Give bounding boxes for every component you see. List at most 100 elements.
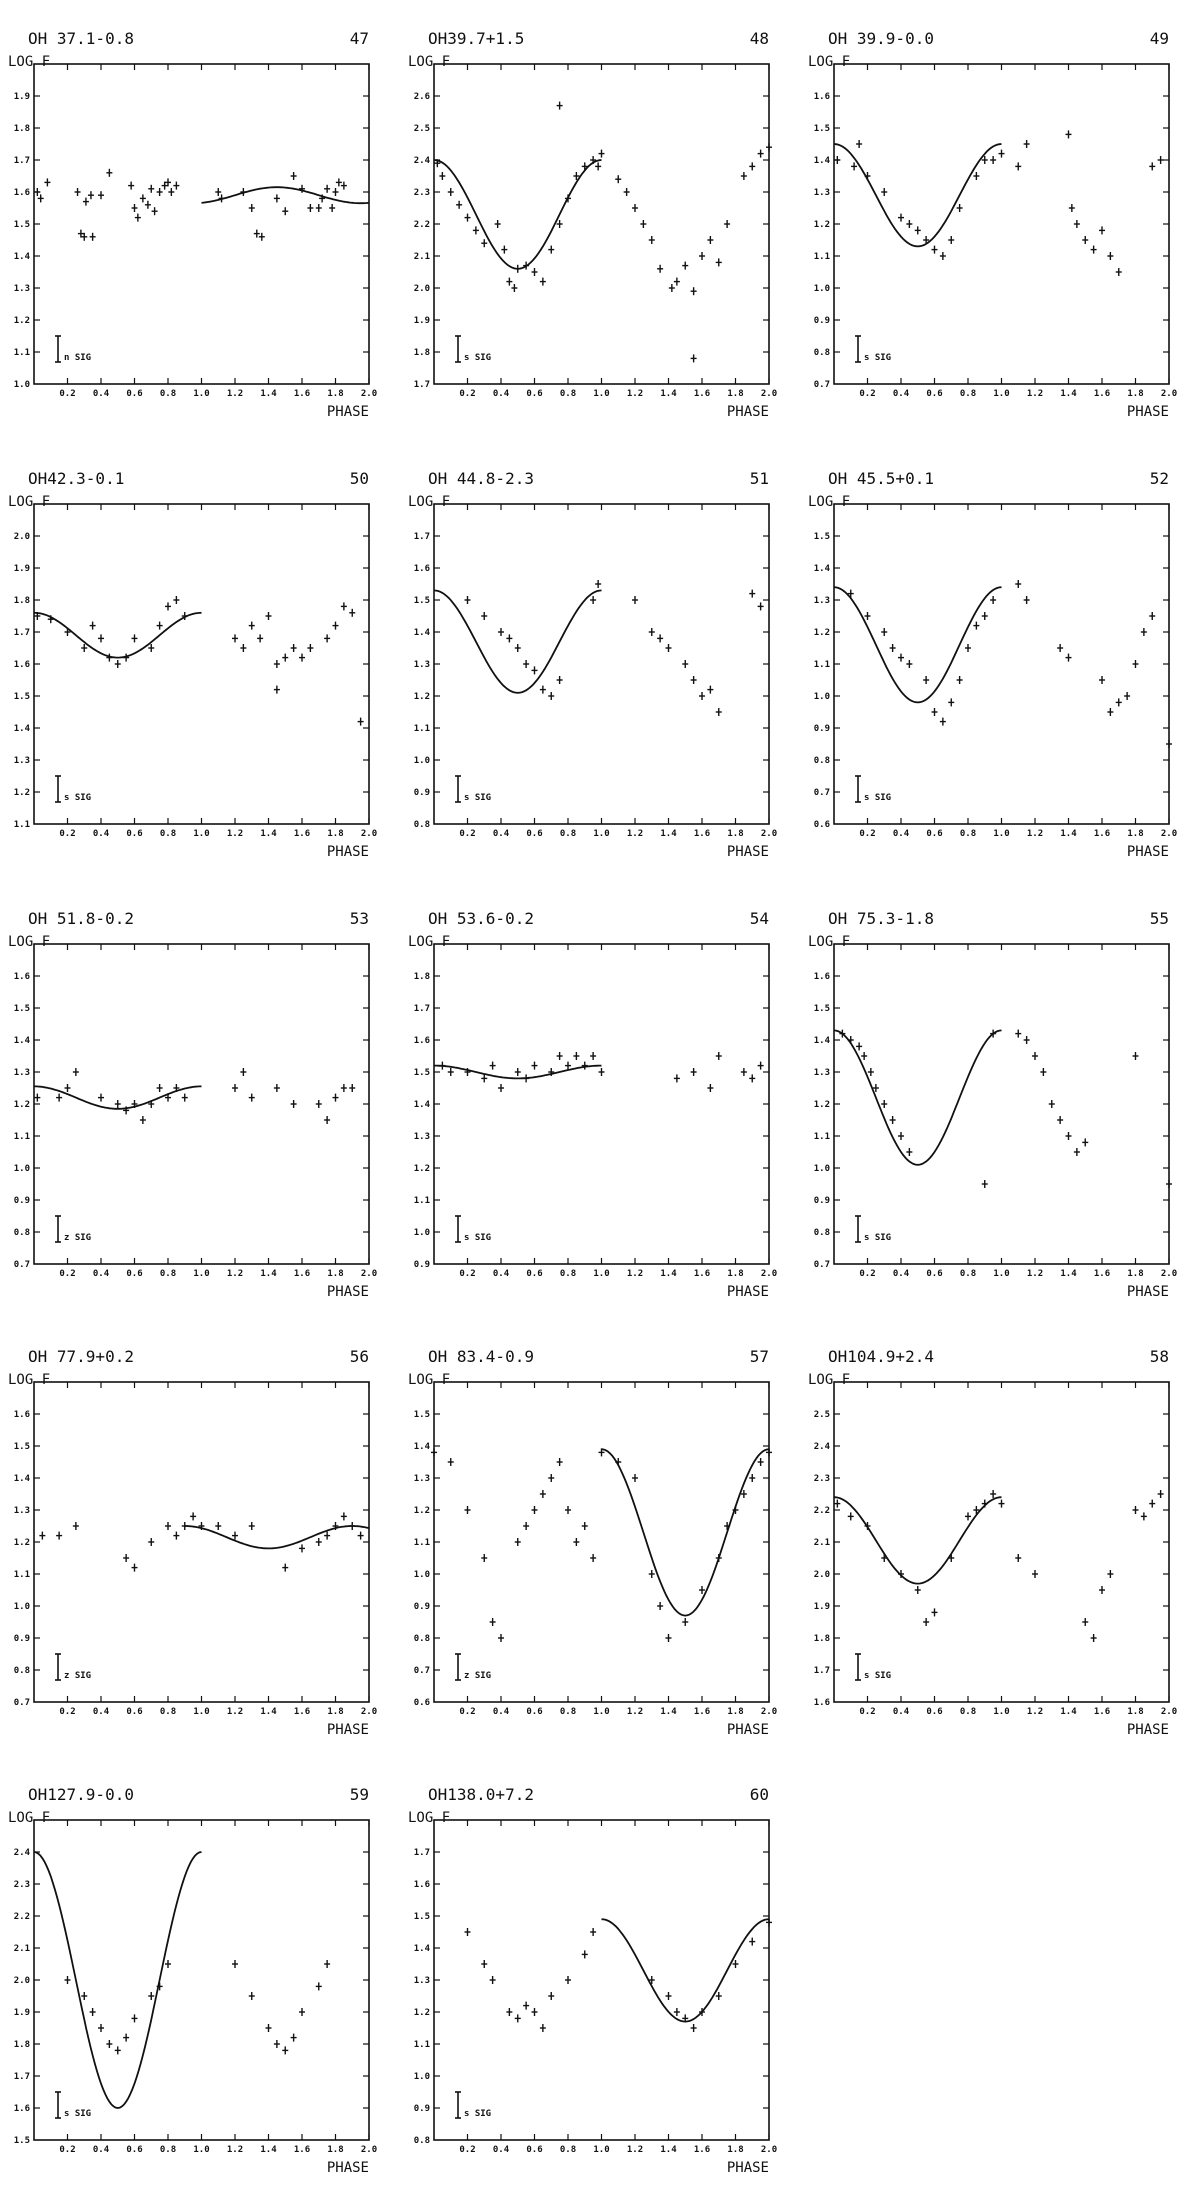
- y-axis-label: LOG F: [408, 1372, 450, 1388]
- data-point: [757, 1061, 764, 1070]
- x-tick-label: 1.6: [294, 2145, 310, 2155]
- x-tick-label: 1.2: [627, 829, 643, 839]
- data-point: [165, 602, 171, 611]
- y-tick-label: 1.2: [414, 692, 430, 702]
- data-point: [123, 653, 130, 662]
- data-point: [657, 264, 664, 273]
- data-point: [131, 2014, 138, 2023]
- data-point: [498, 1084, 504, 1092]
- y-tick-label: 1.1: [414, 1538, 430, 1548]
- x-axis-label: PHASE: [327, 2160, 369, 2176]
- x-axis-label: PHASE: [727, 404, 769, 420]
- data-point: [598, 1448, 605, 1457]
- x-tick-label: 1.8: [327, 1269, 343, 1279]
- y-tick-label: 1.2: [414, 2008, 430, 2018]
- x-tick-label: 0.2: [859, 389, 875, 399]
- x-tick-label: 0.4: [93, 1707, 110, 1717]
- data-point: [498, 628, 504, 636]
- data-point: [447, 1068, 454, 1076]
- y-axis-label: LOG F: [808, 934, 850, 950]
- x-tick-label: 1.8: [727, 1707, 743, 1717]
- data-point: [923, 236, 930, 244]
- x-tick-label: 2.0: [361, 1707, 377, 1717]
- data-point: [439, 1061, 446, 1070]
- x-axis-label: PHASE: [327, 404, 369, 420]
- x-tick-label: 0.6: [126, 1269, 142, 1279]
- data-point: [906, 660, 913, 668]
- fit-curve: [33, 1851, 202, 2109]
- data-point: [282, 653, 289, 662]
- y-tick-label: 1.1: [14, 348, 30, 358]
- data-point: [34, 1093, 41, 1102]
- data-point: [573, 172, 580, 180]
- data-point: [494, 220, 501, 228]
- y-tick-label: 1.2: [814, 1100, 830, 1110]
- data-point: [715, 708, 722, 716]
- x-tick-label: 0.2: [459, 1269, 475, 1279]
- panel-title: OH 75.3-1.8: [828, 909, 934, 928]
- data-point: [114, 1100, 121, 1108]
- y-tick-label: 1.1: [814, 660, 830, 670]
- y-tick-label: 2.0: [414, 284, 430, 294]
- y-axis-label: LOG F: [808, 1372, 850, 1388]
- data-point: [881, 188, 888, 196]
- y-tick-label: 1.3: [414, 1132, 430, 1142]
- y-tick-label: 0.8: [14, 1228, 30, 1238]
- y-tick-label: 1.1: [814, 252, 830, 262]
- data-point: [665, 1634, 672, 1642]
- x-tick-label: 2.0: [1161, 1707, 1177, 1717]
- data-point: [273, 1084, 280, 1092]
- panel-number: 57: [750, 1347, 769, 1366]
- sigma-label: s SIG: [64, 793, 91, 803]
- data-point: [648, 236, 655, 244]
- x-tick-label: 1.8: [727, 829, 743, 839]
- data-point: [173, 1531, 180, 1540]
- data-point: [248, 1522, 255, 1530]
- data-point: [847, 1036, 854, 1044]
- y-tick-label: 1.2: [14, 316, 30, 326]
- data-point: [749, 162, 756, 171]
- fit-curve: [833, 1496, 1002, 1585]
- data-point: [165, 1093, 171, 1102]
- data-point: [335, 178, 342, 187]
- y-tick-label: 1.5: [14, 692, 30, 702]
- data-point: [740, 1068, 747, 1076]
- data-point: [990, 1029, 997, 1038]
- data-point: [648, 628, 655, 636]
- data-point: [906, 220, 913, 228]
- x-tick-label: 1.8: [727, 389, 743, 399]
- data-point: [556, 1458, 563, 1466]
- x-tick-label: 1.2: [1027, 389, 1043, 399]
- y-tick-label: 1.7: [414, 532, 430, 542]
- data-point: [506, 2008, 513, 2016]
- data-point: [307, 644, 314, 652]
- data-point: [699, 1586, 705, 1594]
- sigma-label: z SIG: [464, 1671, 491, 1681]
- y-tick-label: 1.5: [414, 1912, 430, 1922]
- y-tick-label: 2.0: [14, 1976, 30, 1986]
- data-point: [232, 1084, 238, 1092]
- x-tick-label: 1.2: [1027, 829, 1043, 839]
- data-point: [707, 685, 714, 694]
- data-point: [1166, 1180, 1172, 1188]
- data-point: [173, 596, 180, 604]
- y-tick-label: 0.8: [814, 1228, 830, 1238]
- x-tick-label: 0.4: [493, 1269, 510, 1279]
- data-point: [648, 1976, 655, 1984]
- data-point: [856, 140, 863, 148]
- data-point: [948, 698, 955, 707]
- data-point: [1107, 708, 1114, 716]
- x-tick-label: 2.0: [761, 389, 777, 399]
- data-point: [766, 1918, 772, 1927]
- data-point: [315, 1100, 322, 1108]
- x-tick-label: 1.2: [227, 389, 243, 399]
- data-point: [240, 1068, 247, 1076]
- y-axis-label: LOG F: [808, 494, 850, 510]
- data-point: [598, 1068, 605, 1076]
- x-tick-label: 0.8: [960, 389, 976, 399]
- x-tick-label: 0.8: [160, 389, 176, 399]
- data-point: [190, 1512, 197, 1521]
- data-point: [757, 1458, 764, 1466]
- x-tick-label: 1.2: [627, 389, 643, 399]
- data-point: [165, 1522, 171, 1530]
